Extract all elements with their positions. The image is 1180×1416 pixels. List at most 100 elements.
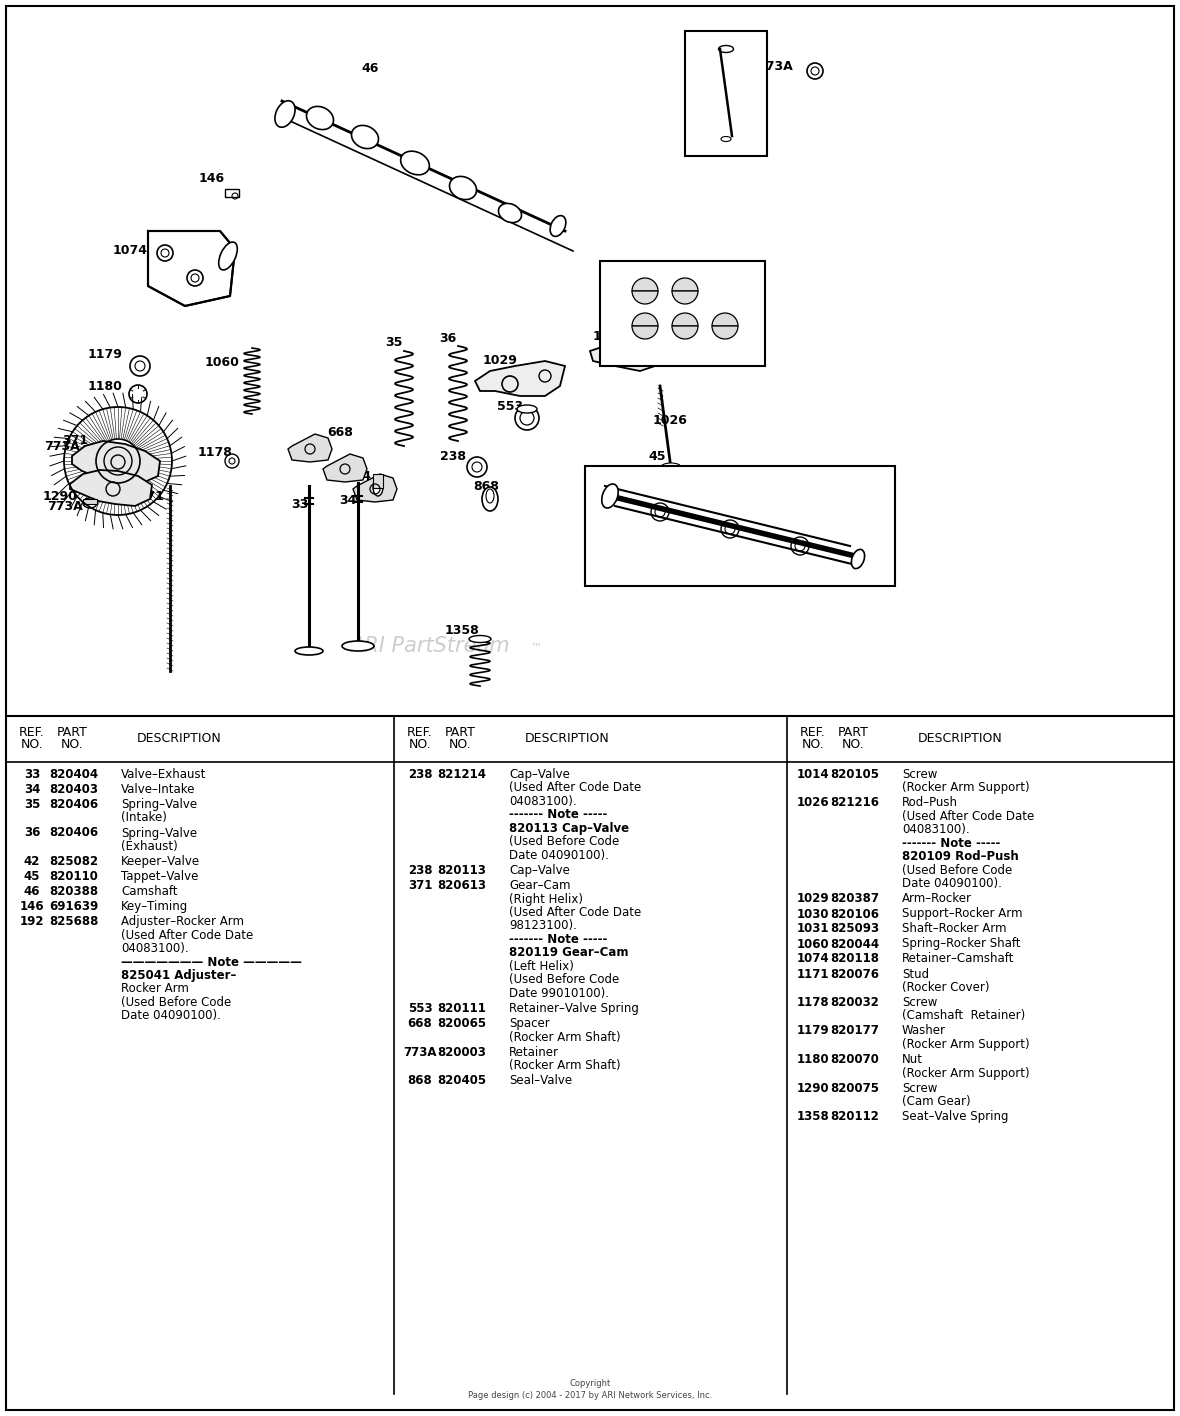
Text: 820112: 820112 <box>831 1110 879 1123</box>
Wedge shape <box>671 313 699 326</box>
Text: 553: 553 <box>497 399 523 412</box>
Text: 1179: 1179 <box>87 347 123 361</box>
Text: Retainer–Valve Spring: Retainer–Valve Spring <box>509 1003 638 1015</box>
Polygon shape <box>148 231 235 306</box>
Text: 820388: 820388 <box>50 885 99 898</box>
Ellipse shape <box>352 126 379 149</box>
Text: 146: 146 <box>20 901 45 913</box>
Text: (Rocker Arm Support): (Rocker Arm Support) <box>902 782 1030 794</box>
Text: 668: 668 <box>327 426 353 439</box>
Text: 45: 45 <box>648 449 666 463</box>
Text: 825041 Adjuster–: 825041 Adjuster– <box>122 969 236 983</box>
Ellipse shape <box>481 487 498 511</box>
Text: 98123100).: 98123100). <box>509 919 577 933</box>
Text: 773A: 773A <box>44 439 80 453</box>
Text: 1060: 1060 <box>204 357 240 370</box>
Text: NO.: NO. <box>408 739 432 752</box>
Text: Spring–Rocker Shaft: Spring–Rocker Shaft <box>902 937 1021 950</box>
Ellipse shape <box>468 636 491 643</box>
Text: 820177: 820177 <box>831 1025 879 1038</box>
Text: 820613: 820613 <box>438 879 486 892</box>
Text: Date 04090100).: Date 04090100). <box>122 1010 221 1022</box>
Text: 1026: 1026 <box>653 415 688 428</box>
Text: Cap–Valve: Cap–Valve <box>509 864 570 877</box>
Ellipse shape <box>721 136 730 142</box>
Text: 868: 868 <box>473 480 499 493</box>
Wedge shape <box>632 326 658 338</box>
Text: 146: 146 <box>199 171 225 184</box>
Text: 773A: 773A <box>758 59 793 72</box>
Text: Retainer: Retainer <box>509 1045 559 1059</box>
Text: 820032: 820032 <box>831 995 879 1010</box>
Ellipse shape <box>275 101 295 127</box>
Ellipse shape <box>218 242 237 270</box>
Text: (Used After Code Date: (Used After Code Date <box>902 810 1034 823</box>
Text: 1180: 1180 <box>796 1054 830 1066</box>
Text: 1358: 1358 <box>445 624 479 637</box>
Text: 1029: 1029 <box>483 354 518 368</box>
Text: 1178: 1178 <box>796 995 830 1010</box>
Text: Support–Rocker Arm: Support–Rocker Arm <box>902 908 1023 920</box>
Text: ——————— Note —————: ——————— Note ————— <box>122 956 302 969</box>
Text: Arm–Rocker: Arm–Rocker <box>902 892 972 905</box>
Text: (Right Helix): (Right Helix) <box>509 892 583 905</box>
Bar <box>660 466 682 498</box>
Text: Camshaft: Camshaft <box>122 885 177 898</box>
Text: 691639: 691639 <box>50 901 99 913</box>
Text: 238: 238 <box>440 449 466 463</box>
Text: 371: 371 <box>61 435 88 447</box>
Text: 371: 371 <box>408 879 432 892</box>
Text: Rod–Push: Rod–Push <box>902 796 958 810</box>
Polygon shape <box>353 474 396 503</box>
Text: NO.: NO. <box>20 739 44 752</box>
Text: 34: 34 <box>24 783 40 796</box>
Text: 825688: 825688 <box>50 915 99 927</box>
Text: 33: 33 <box>291 497 309 511</box>
Text: Gear–Cam: Gear–Cam <box>509 879 570 892</box>
Text: NO.: NO. <box>841 739 865 752</box>
Text: Shaft–Rocker Arm: Shaft–Rocker Arm <box>902 922 1007 936</box>
Text: DESCRIPTION: DESCRIPTION <box>137 732 222 745</box>
Text: 1026: 1026 <box>796 796 830 810</box>
Text: Adjuster–Rocker Arm: Adjuster–Rocker Arm <box>122 915 244 927</box>
Ellipse shape <box>373 479 384 496</box>
Text: 1171: 1171 <box>130 490 164 503</box>
Text: 46: 46 <box>24 885 40 898</box>
Text: 820403: 820403 <box>50 783 98 796</box>
Text: 820406: 820406 <box>50 827 99 840</box>
Text: Spacer: Spacer <box>509 1017 550 1029</box>
Wedge shape <box>671 326 699 338</box>
Text: Screw: Screw <box>902 767 937 782</box>
Bar <box>686 31 767 156</box>
Text: 36: 36 <box>24 827 40 840</box>
Text: 820119 Gear–Cam: 820119 Gear–Cam <box>509 946 629 960</box>
Text: (Used Before Code: (Used Before Code <box>902 864 1012 877</box>
Text: Nut: Nut <box>902 1054 923 1066</box>
Text: (Rocker Arm Shaft): (Rocker Arm Shaft) <box>509 1059 621 1072</box>
Text: 773A: 773A <box>767 545 802 558</box>
Ellipse shape <box>307 106 334 130</box>
Text: 35: 35 <box>24 799 40 811</box>
Ellipse shape <box>450 177 477 200</box>
Text: (Camshaft  Retainer): (Camshaft Retainer) <box>902 1010 1025 1022</box>
Text: Key–Timing: Key–Timing <box>122 901 189 913</box>
Text: 1031: 1031 <box>603 472 637 484</box>
Text: 33: 33 <box>24 767 40 782</box>
Text: (Cam Gear): (Cam Gear) <box>902 1095 971 1107</box>
Text: 1074: 1074 <box>112 245 148 258</box>
Text: (Rocker Arm Support): (Rocker Arm Support) <box>902 1066 1030 1079</box>
Wedge shape <box>671 278 699 292</box>
Ellipse shape <box>295 647 323 656</box>
Text: Copyright
Page design (c) 2004 - 2017 by ARI Network Services, Inc.: Copyright Page design (c) 2004 - 2017 by… <box>468 1379 712 1400</box>
Text: (Rocker Arm Shaft): (Rocker Arm Shaft) <box>509 1031 621 1044</box>
Text: Date 99010100).: Date 99010100). <box>509 987 609 1000</box>
Text: Rocker Arm: Rocker Arm <box>122 983 189 995</box>
Text: 46: 46 <box>361 61 379 75</box>
Text: 820404: 820404 <box>50 767 99 782</box>
Text: 668: 668 <box>407 1017 432 1029</box>
Text: 820113: 820113 <box>438 864 486 877</box>
Text: 1358: 1358 <box>796 1110 830 1123</box>
Text: 821214: 821214 <box>438 767 486 782</box>
Text: 868: 868 <box>407 1073 432 1087</box>
Text: Valve–Exhaust: Valve–Exhaust <box>122 767 206 782</box>
